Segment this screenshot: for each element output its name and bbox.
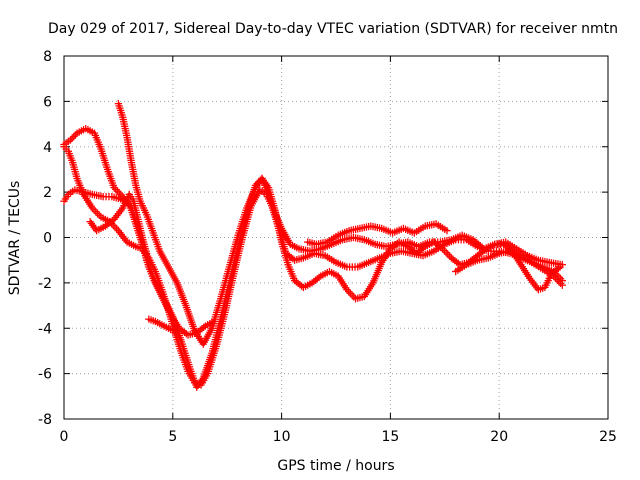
x-tick-label: 10 [273,429,291,445]
series-track-h [304,220,451,248]
y-tick-label: 2 [43,185,52,201]
x-tick-label: 25 [599,429,617,445]
axis-ticks [63,55,609,420]
x-tick-label: 20 [490,429,508,445]
series-track-d [114,99,566,348]
y-tick-label: 4 [43,140,52,156]
data-point [443,227,451,235]
chart-title: Day 029 of 2017, Sidereal Day-to-day VTE… [48,21,618,37]
x-tick-labels: 0 5 10 15 20 25 [60,429,617,445]
series-track-e [86,190,151,258]
y-tick-label: -4 [38,321,52,337]
y-tick-labels: -8 -6 -4 -2 0 2 4 6 8 [38,49,52,428]
x-tick-label: 15 [381,429,399,445]
x-tick-label: 5 [168,429,177,445]
data-point [556,263,564,271]
y-tick-label: 6 [43,94,52,110]
series-track-f [145,315,177,335]
y-tick-label: -2 [38,276,52,292]
data-points [60,99,566,391]
x-tick-label: 0 [60,429,69,445]
data-point [558,281,566,289]
series-track-g [452,247,566,289]
x-axis-label: GPS time / hours [277,458,394,474]
y-tick-label: 0 [43,231,52,247]
y-axis-label: SDTVAR / TECUs [7,181,23,296]
data-point [143,249,151,258]
y-tick-label: -6 [38,367,52,383]
y-tick-label: -8 [38,412,52,428]
data-point [169,326,177,335]
y-tick-label: 8 [43,49,52,65]
